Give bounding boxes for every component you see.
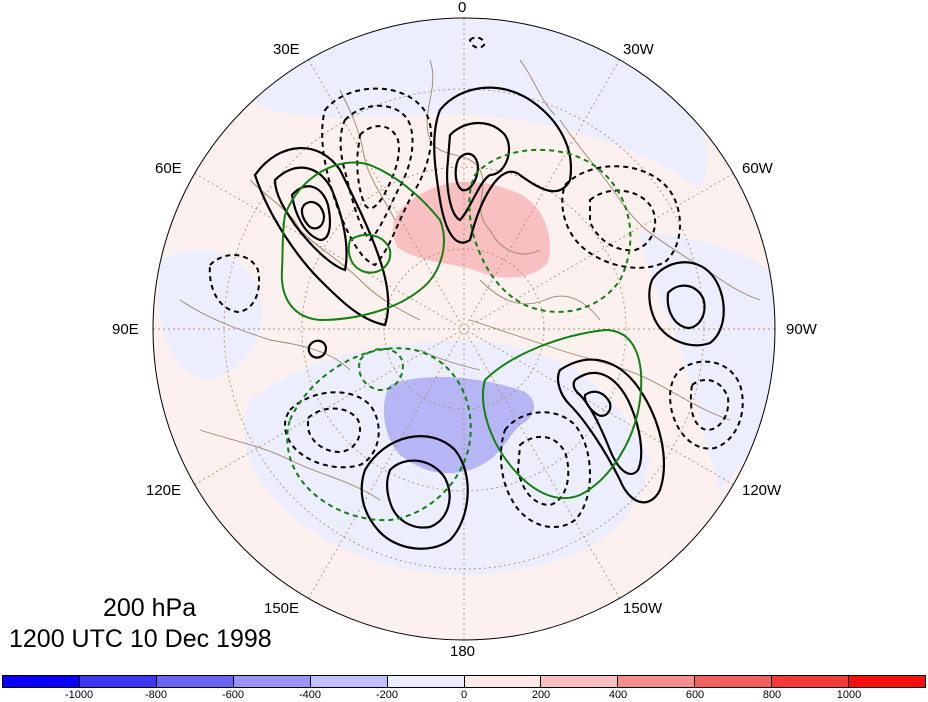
map-disk: [153, 18, 775, 640]
lon-label-30w: 30W: [623, 41, 654, 58]
colorbar-cell: [310, 676, 388, 687]
colorbar-tick-label: 400: [608, 689, 628, 701]
colorbar-tick-label: 0: [460, 689, 468, 701]
lon-label-60e: 60E: [155, 160, 182, 177]
title-datetime: 1200 UTC 10 Dec 1998: [9, 625, 272, 653]
lon-label-150w: 150W: [623, 600, 663, 617]
colorbar: [2, 675, 926, 688]
lon-label-90e: 90E: [112, 321, 139, 338]
lon-label-120e: 120E: [146, 482, 182, 499]
colorbar-cell: [849, 676, 926, 687]
colorbar-cell: [541, 676, 619, 687]
green-solid-contours: [280, 161, 643, 500]
shade-blue-west: [158, 250, 263, 380]
colorbar-cell: [387, 676, 465, 687]
colorbar-tick-label: 800: [762, 689, 782, 701]
positive-contours: [253, 86, 725, 550]
lon-label-90w: 90W: [786, 321, 817, 338]
shade-blue-core: [383, 376, 535, 474]
colorbar-cell: [79, 676, 157, 687]
colorbar-tick-label: 1000: [836, 689, 862, 701]
colorbar-tick-label: -400: [298, 689, 322, 701]
colorbar-cell: [156, 676, 234, 687]
shade-blue-east: [640, 230, 775, 490]
colorbar-cell: [695, 676, 773, 687]
colorbar-cell: [464, 676, 542, 687]
colorbar-tick-label: 200: [531, 689, 551, 701]
negative-contours: [208, 36, 744, 529]
lon-label-0: 0: [458, 0, 467, 16]
green-dashed-contours: [286, 148, 632, 522]
lon-label-60w: 60W: [742, 160, 773, 177]
title-level: 200 hPa: [103, 594, 197, 622]
lon-label-150e: 150E: [264, 600, 300, 617]
colorbar-tick-label: -200: [375, 689, 399, 701]
graticule: [153, 18, 775, 640]
shade-blue-north: [250, 19, 708, 191]
shade-red-core: [392, 181, 551, 278]
colorbar-cell: [618, 676, 696, 687]
colorbar-cell: [233, 676, 311, 687]
lon-label-180: 180: [450, 643, 476, 660]
lon-label-120w: 120W: [742, 482, 782, 499]
colorbar-tick-label: -600: [221, 689, 245, 701]
colorbar-tick-label: 600: [685, 689, 705, 701]
lon-label-30e: 30E: [273, 41, 300, 58]
colorbar-tick-label: -1000: [64, 689, 94, 701]
colorbar-tick-label: -800: [144, 689, 168, 701]
colorbar-cell: [772, 676, 850, 687]
map-outline: [152, 17, 776, 641]
colorbar-cell: [3, 676, 80, 687]
